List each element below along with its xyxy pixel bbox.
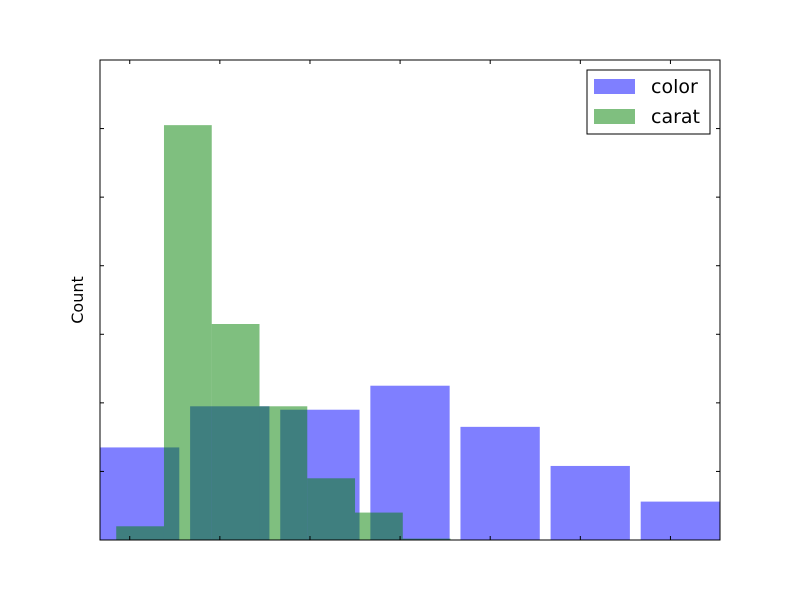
bar-carat-3: [259, 406, 308, 540]
bar-color-4: [460, 426, 540, 540]
bar-carat-0: [116, 526, 164, 540]
legend-swatch-color: [594, 79, 635, 94]
bar-carat-1: [163, 125, 212, 541]
ticks-layer: [100, 60, 720, 540]
bars-layer: [100, 125, 720, 541]
legend-swatch-carat: [594, 109, 635, 124]
legend-label-carat: carat: [651, 106, 700, 128]
bar-carat-4: [307, 478, 356, 540]
plot-frame: [99, 59, 721, 541]
y-axis-label: Count: [68, 276, 87, 324]
bar-color-5: [550, 465, 630, 540]
bar-color-6: [640, 501, 720, 540]
legend: color carat: [586, 69, 711, 135]
bar-carat-6: [402, 538, 451, 540]
bar-carat-2: [211, 324, 260, 540]
legend-label-color: color: [651, 76, 698, 98]
bar-carat-5: [355, 512, 403, 540]
